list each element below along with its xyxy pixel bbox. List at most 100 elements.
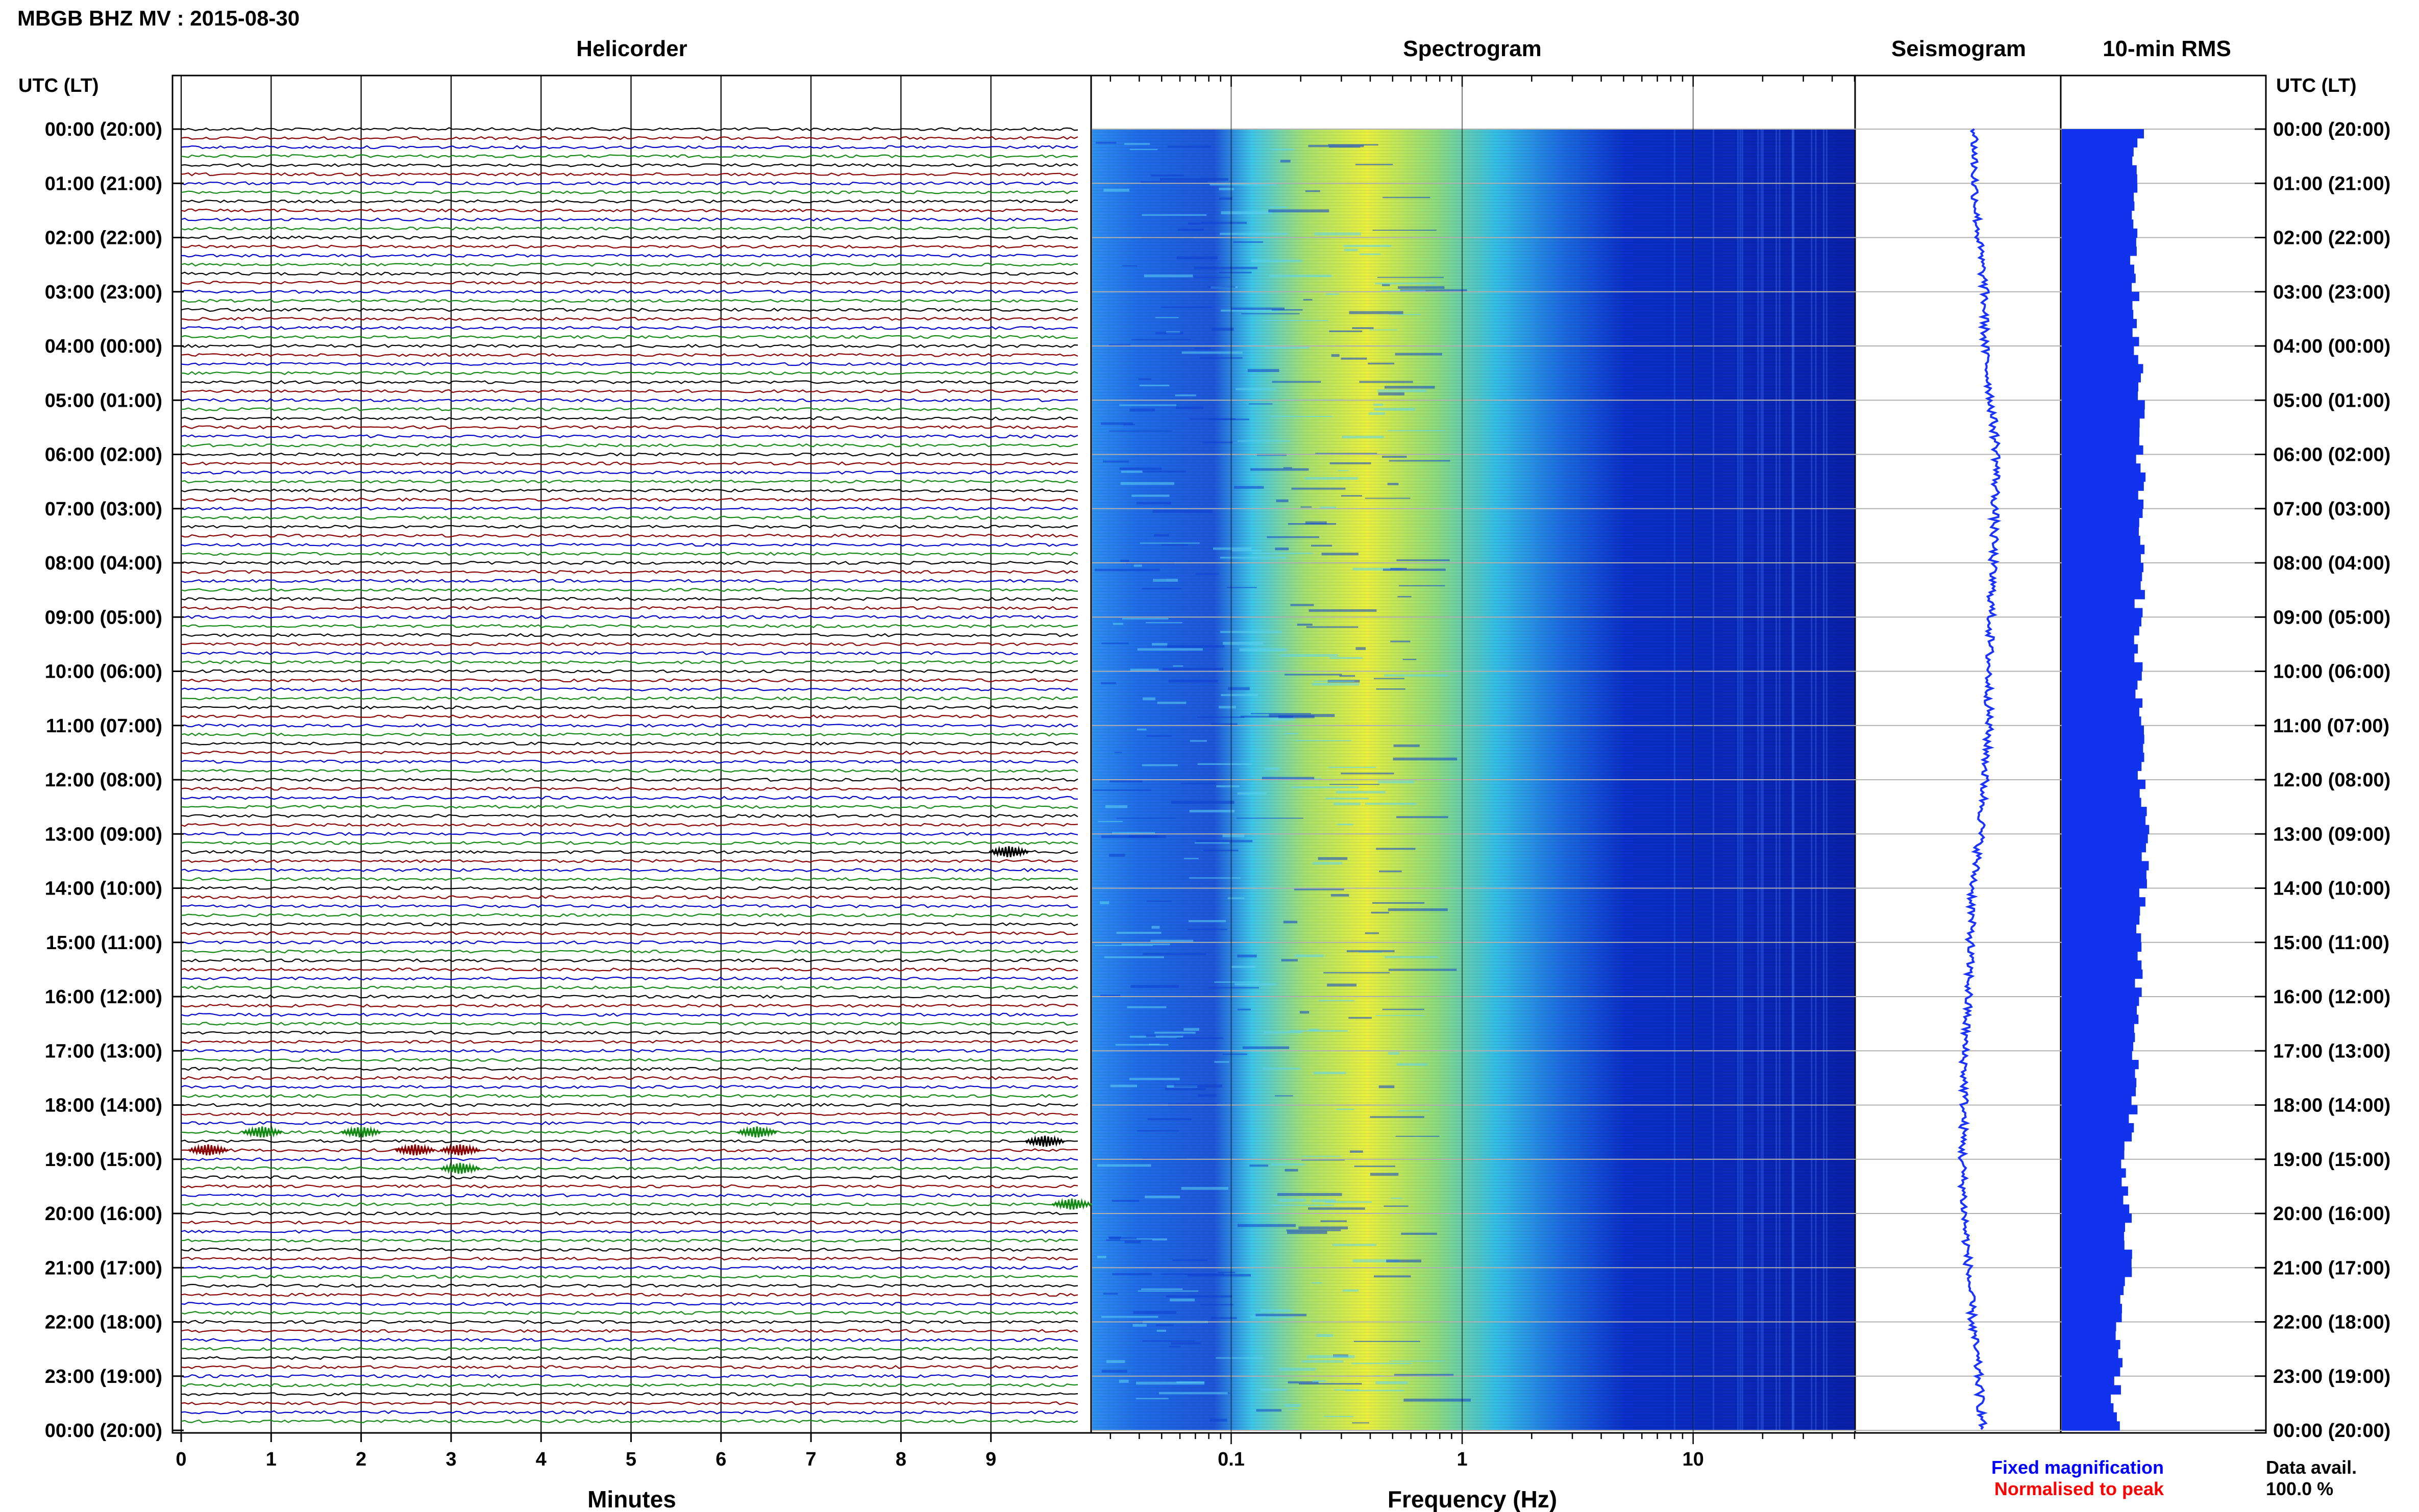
rms-bar bbox=[2062, 346, 2134, 356]
spectrogram-streak bbox=[1197, 763, 1252, 765]
spectrogram-streak bbox=[1220, 233, 1288, 235]
spectrogram-streak bbox=[1352, 327, 1374, 329]
helicorder-trace bbox=[181, 786, 1078, 791]
rms-bar bbox=[2062, 752, 2144, 762]
spectrogram-streak bbox=[1122, 265, 1138, 266]
rms-bar bbox=[2062, 879, 2147, 889]
helicorder-trace bbox=[181, 651, 1078, 656]
spectrogram-streak bbox=[1216, 785, 1240, 787]
rms-bar bbox=[2062, 1060, 2139, 1070]
spectrogram-streak bbox=[1329, 657, 1363, 659]
helicorder-event bbox=[188, 1144, 229, 1156]
spectrogram-streak bbox=[1227, 897, 1245, 899]
spectrogram-streak bbox=[1188, 222, 1201, 225]
rms-bar bbox=[2062, 888, 2139, 898]
helicorder-trace bbox=[181, 344, 1078, 348]
spectrogram-streak bbox=[1189, 810, 1235, 812]
rms-bar bbox=[2062, 201, 2135, 211]
seismogram-trace bbox=[1957, 128, 2002, 1430]
spectrogram-streak bbox=[1109, 1237, 1137, 1240]
spectrogram-streak bbox=[1278, 1368, 1316, 1371]
spectrogram-streak bbox=[1373, 678, 1404, 680]
spectrogram-streak bbox=[1196, 573, 1219, 575]
spectrogram-streak bbox=[1167, 145, 1211, 148]
helicorder-trace bbox=[181, 1383, 1078, 1387]
spectrogram-streak bbox=[1169, 1346, 1181, 1348]
helicorder-trace bbox=[181, 1274, 1078, 1279]
rms-bar bbox=[2062, 1268, 2132, 1277]
spectrogram-streak bbox=[1351, 1362, 1412, 1365]
helicorder-trace bbox=[181, 1130, 1078, 1134]
helicorder-trace bbox=[181, 1310, 1078, 1315]
spectrogram-streak bbox=[1195, 842, 1230, 844]
helicorder-trace bbox=[181, 985, 1078, 990]
rms-bar bbox=[2062, 834, 2148, 844]
time-tick-label: 03:00 (23:00) bbox=[2273, 282, 2390, 303]
minute-tick-label: 8 bbox=[896, 1449, 906, 1470]
time-tick-label: 07:00 (03:00) bbox=[2273, 499, 2390, 520]
time-tick-label: 08:00 (04:00) bbox=[2273, 553, 2390, 574]
spectrogram-streak bbox=[1123, 424, 1135, 426]
spectrogram-streak bbox=[1355, 164, 1393, 165]
rms-bar bbox=[2062, 391, 2138, 401]
helicorder-trace bbox=[181, 759, 1078, 764]
spectrogram-streak bbox=[1397, 1110, 1429, 1111]
spectrogram-streak bbox=[1176, 256, 1218, 260]
spectrogram-streak bbox=[1121, 470, 1143, 473]
helicorder-trace bbox=[181, 561, 1078, 565]
spectrogram-streak bbox=[1140, 542, 1200, 544]
helicorder-event bbox=[439, 1144, 481, 1156]
rms-bar bbox=[2062, 1032, 2135, 1043]
helicorder-trace bbox=[181, 136, 1078, 140]
rms-bar bbox=[2062, 780, 2145, 789]
spectrogram-streak bbox=[1290, 604, 1314, 606]
spectrogram-streak bbox=[1369, 329, 1397, 331]
helicorder-trace bbox=[181, 714, 1078, 718]
rms-bar bbox=[2062, 183, 2138, 193]
spectrogram-streak bbox=[1368, 412, 1385, 415]
rms-bar bbox=[2062, 1412, 2117, 1422]
rms-bar bbox=[2062, 671, 2142, 681]
seismogram-title: Seismogram bbox=[1891, 36, 2026, 61]
rms-bar bbox=[2062, 544, 2145, 554]
time-tick-label: 22:00 (18:00) bbox=[2273, 1312, 2390, 1333]
rms-bar bbox=[2062, 318, 2137, 329]
spectrogram-streak bbox=[1328, 144, 1378, 146]
spectrogram-streak bbox=[1228, 687, 1250, 690]
rms-bar bbox=[2062, 1403, 2114, 1413]
helicorder-trace bbox=[181, 335, 1078, 339]
helicorder-trace bbox=[181, 145, 1078, 150]
helicorder-trace bbox=[181, 1220, 1078, 1225]
helicorder-trace bbox=[181, 769, 1078, 773]
spectrogram-streak bbox=[1344, 249, 1358, 252]
spectrogram-streak bbox=[1250, 1316, 1295, 1318]
helicorder-event bbox=[736, 1126, 777, 1138]
helicorder-event bbox=[394, 1144, 435, 1156]
minute-tick-label: 0 bbox=[176, 1449, 186, 1470]
spectrogram-streak bbox=[1353, 1341, 1420, 1342]
spectrogram-streak bbox=[1315, 453, 1377, 455]
helicorder-trace bbox=[181, 859, 1078, 863]
spectrogram-streak bbox=[1337, 824, 1353, 826]
spectrogram-streak bbox=[1153, 579, 1178, 582]
spectrogram-streak bbox=[1210, 183, 1277, 186]
spectrogram-streak bbox=[1359, 381, 1413, 383]
rms-bar bbox=[2062, 861, 2149, 871]
spectrogram-streak bbox=[1375, 1015, 1424, 1017]
spectrogram-streak bbox=[1119, 1379, 1129, 1383]
spectrogram-streak bbox=[1396, 816, 1448, 819]
rms-bar bbox=[2062, 771, 2138, 780]
spectrogram-streak bbox=[1365, 932, 1379, 934]
spectrogram-streak bbox=[1394, 1374, 1454, 1377]
helicorder-trace bbox=[181, 597, 1078, 601]
spectrogram-streak bbox=[1119, 467, 1162, 470]
data-avail-value: 100.0 % bbox=[2266, 1478, 2333, 1499]
spectrogram-streak bbox=[1222, 834, 1245, 837]
spectrogram-streak bbox=[1387, 483, 1399, 485]
helicorder-trace bbox=[181, 1401, 1078, 1405]
spectrogram-streak bbox=[1175, 406, 1204, 409]
helicorder-trace bbox=[181, 705, 1078, 710]
spectrogram-streak bbox=[1388, 969, 1457, 971]
helicorder-trace bbox=[181, 1184, 1078, 1188]
time-tick-label: 07:00 (03:00) bbox=[45, 499, 162, 520]
